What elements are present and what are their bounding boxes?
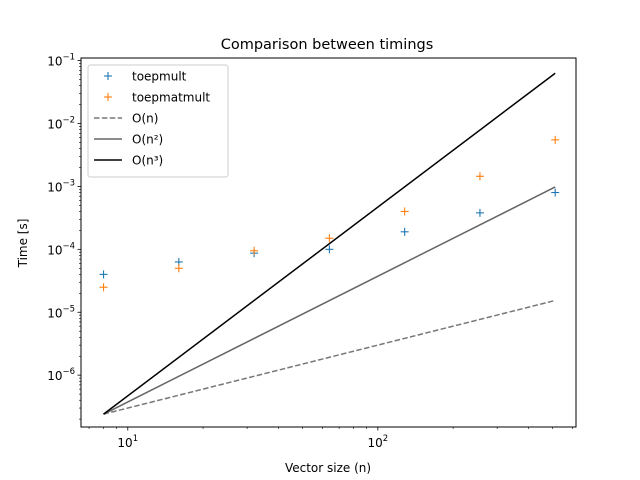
- y-tick-label: 10−4: [47, 241, 75, 257]
- legend-label: O(n²): [132, 133, 163, 147]
- data-point-toepmult: [99, 270, 108, 279]
- series-line-o-n: [103, 186, 556, 415]
- legend-marker-swatch: [104, 72, 112, 80]
- data-point-toepmatmult: [551, 135, 560, 144]
- legend-item: O(n): [94, 112, 158, 126]
- data-point-toepmatmult: [250, 246, 259, 255]
- series-line-o-n: [103, 72, 556, 415]
- axes-frame: [80, 57, 577, 428]
- y-tick-label: 10−1: [47, 53, 75, 69]
- x-tick-label: 102: [367, 434, 388, 450]
- data-point-toepmult: [551, 188, 560, 197]
- data-point-toepmatmult: [475, 172, 484, 181]
- legend-label: O(n³): [132, 154, 163, 168]
- legend-item: O(n²): [94, 133, 163, 147]
- data-point-toepmult: [400, 227, 409, 236]
- legend-item: toepmatmult: [104, 91, 210, 105]
- legend: toepmult toepmatmult O(n) O(n²) O(n³): [87, 64, 229, 178]
- y-tick-label: 10−5: [47, 304, 75, 320]
- y-tick-label: 10−6: [47, 367, 75, 383]
- x-tick-label: 101: [117, 434, 138, 450]
- y-axis-label: Time [s]: [16, 219, 30, 269]
- chart-title: Comparison between timings: [221, 37, 434, 53]
- y-axis: 10−6 10−5 10−4 10−3 10−2 10−1: [47, 53, 81, 420]
- data-point-toepmult: [475, 208, 484, 217]
- data-point-toepmatmult: [174, 264, 183, 273]
- legend-item: toepmult: [104, 70, 187, 84]
- x-axis: 101 102: [88, 427, 573, 450]
- legend-label: O(n): [132, 112, 158, 126]
- series-line-o-n: [103, 299, 556, 415]
- data-point-toepmatmult: [99, 283, 108, 292]
- data-point-toepmatmult: [400, 207, 409, 216]
- legend-item: O(n³): [94, 154, 163, 168]
- x-axis-label: Vector size (n): [285, 461, 371, 475]
- plot-area: [99, 72, 560, 415]
- legend-label: toepmatmult: [132, 91, 210, 105]
- data-point-toepmult: [325, 245, 334, 254]
- legend-marker-swatch: [104, 93, 112, 101]
- legend-box: [87, 64, 229, 178]
- data-point-toepmatmult: [325, 234, 334, 243]
- y-tick-label: 10−3: [47, 178, 75, 194]
- legend-label: toepmult: [132, 70, 187, 84]
- y-tick-label: 10−2: [47, 116, 75, 132]
